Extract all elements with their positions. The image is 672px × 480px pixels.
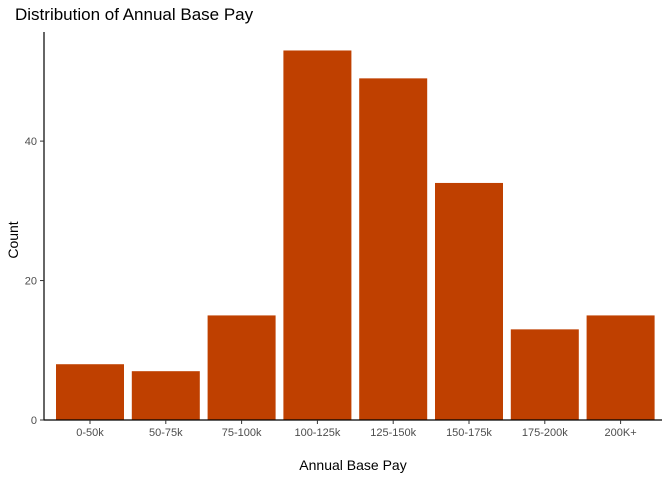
x-tick-label: 175-200k (522, 427, 568, 439)
x-tick-label: 0-50k (76, 427, 104, 439)
bar-75-100k (207, 315, 276, 420)
x-tick-label: 75-100k (222, 427, 262, 439)
x-axis-title: Annual Base Pay (299, 457, 406, 473)
x-tick-label: 50-75k (149, 427, 183, 439)
x-tick-label: 100-125k (294, 427, 340, 439)
y-axis-title: Count (5, 221, 21, 258)
y-ticks-group: 0 20 40 (25, 136, 44, 427)
bar-100-125k (283, 50, 352, 420)
x-tick-label: 150-175k (446, 427, 492, 439)
bar-125-150k (359, 78, 428, 421)
bar-150-175k (435, 182, 503, 420)
bar-50-75k (131, 371, 200, 420)
y-tick-label: 40 (25, 136, 37, 148)
x-tick-label: 125-150k (370, 427, 416, 439)
bar-175-200k (510, 329, 579, 420)
bar-200K+ (586, 315, 655, 420)
y-tick-label: 0 (31, 415, 37, 427)
x-tick-label: 200K+ (605, 427, 637, 439)
chart-title: Distribution of Annual Base Pay (15, 5, 254, 24)
y-tick-label: 20 (25, 276, 37, 288)
x-ticks-group: 0-50k 50-75k 75-100k 100-125k 125-150k 150-17… (76, 420, 637, 439)
bars-group (56, 50, 655, 421)
bar-0-50k (56, 364, 124, 420)
